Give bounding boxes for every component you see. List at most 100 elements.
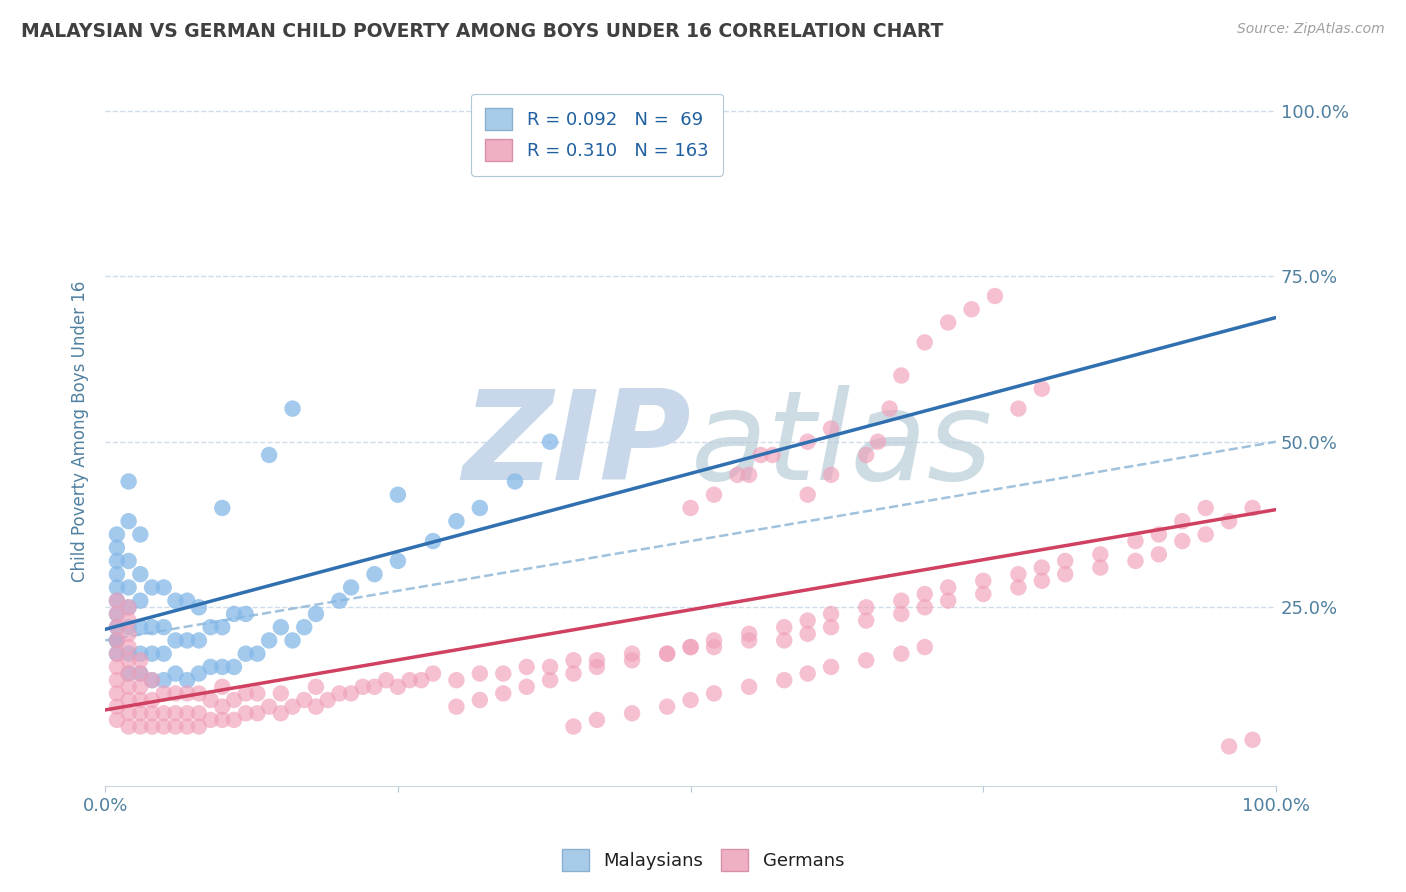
Point xyxy=(117,514,139,528)
Point xyxy=(562,666,585,681)
Point xyxy=(117,475,139,489)
Point xyxy=(1147,547,1170,561)
Point xyxy=(129,666,152,681)
Point xyxy=(105,620,128,634)
Point xyxy=(586,713,609,727)
Point xyxy=(187,719,209,733)
Point xyxy=(503,475,526,489)
Point xyxy=(820,421,842,435)
Point xyxy=(270,620,292,634)
Point xyxy=(270,706,292,721)
Point xyxy=(152,686,174,700)
Point xyxy=(117,600,139,615)
Point xyxy=(117,719,139,733)
Point xyxy=(586,653,609,667)
Point xyxy=(679,693,702,707)
Text: ZIP: ZIP xyxy=(461,385,690,507)
Point xyxy=(305,699,328,714)
Point xyxy=(105,660,128,674)
Point xyxy=(117,600,139,615)
Point xyxy=(129,666,152,681)
Point xyxy=(117,554,139,568)
Point xyxy=(235,686,257,700)
Point xyxy=(117,627,139,641)
Point xyxy=(411,673,433,688)
Point xyxy=(387,680,409,694)
Point xyxy=(105,686,128,700)
Point xyxy=(352,680,374,694)
Point xyxy=(621,647,644,661)
Point xyxy=(105,620,128,634)
Point xyxy=(176,633,198,648)
Y-axis label: Child Poverty Among Boys Under 16: Child Poverty Among Boys Under 16 xyxy=(72,281,89,582)
Point xyxy=(621,706,644,721)
Point xyxy=(211,680,233,694)
Point xyxy=(200,660,222,674)
Point xyxy=(820,607,842,621)
Point xyxy=(398,673,420,688)
Point xyxy=(796,627,818,641)
Point xyxy=(141,719,163,733)
Point xyxy=(679,500,702,515)
Point xyxy=(105,633,128,648)
Point xyxy=(657,647,679,661)
Point xyxy=(1125,554,1147,568)
Point xyxy=(538,673,561,688)
Point xyxy=(738,467,761,482)
Point xyxy=(187,600,209,615)
Point xyxy=(738,627,761,641)
Point xyxy=(141,620,163,634)
Point xyxy=(316,693,339,707)
Point xyxy=(538,434,561,449)
Point xyxy=(211,713,233,727)
Point xyxy=(738,633,761,648)
Point xyxy=(468,500,491,515)
Point xyxy=(129,719,152,733)
Point xyxy=(328,686,350,700)
Point xyxy=(211,620,233,634)
Point xyxy=(1171,534,1194,549)
Point xyxy=(492,686,515,700)
Point xyxy=(1031,382,1053,396)
Point xyxy=(738,680,761,694)
Point xyxy=(165,666,187,681)
Point xyxy=(914,587,936,601)
Point xyxy=(141,673,163,688)
Point xyxy=(129,567,152,582)
Point xyxy=(1195,527,1218,541)
Point xyxy=(129,620,152,634)
Point xyxy=(446,514,468,528)
Point xyxy=(200,620,222,634)
Point xyxy=(152,719,174,733)
Point xyxy=(105,593,128,607)
Point xyxy=(936,316,959,330)
Point xyxy=(725,467,748,482)
Point xyxy=(246,686,269,700)
Point xyxy=(1007,581,1029,595)
Point xyxy=(538,660,561,674)
Point xyxy=(129,647,152,661)
Point xyxy=(446,673,468,688)
Text: Source: ZipAtlas.com: Source: ZipAtlas.com xyxy=(1237,22,1385,37)
Point xyxy=(235,647,257,661)
Legend: R = 0.092   N =  69, R = 0.310   N = 163: R = 0.092 N = 69, R = 0.310 N = 163 xyxy=(471,94,723,176)
Point xyxy=(387,488,409,502)
Point xyxy=(1090,547,1112,561)
Point xyxy=(105,581,128,595)
Point xyxy=(972,574,994,588)
Point xyxy=(105,607,128,621)
Point xyxy=(211,660,233,674)
Point xyxy=(936,593,959,607)
Text: atlas: atlas xyxy=(690,385,993,507)
Point xyxy=(936,581,959,595)
Point xyxy=(1218,514,1240,528)
Point xyxy=(129,653,152,667)
Point xyxy=(562,719,585,733)
Point xyxy=(235,607,257,621)
Point xyxy=(117,693,139,707)
Point xyxy=(914,640,936,654)
Point xyxy=(176,673,198,688)
Point xyxy=(105,713,128,727)
Point xyxy=(105,647,128,661)
Point xyxy=(879,401,901,416)
